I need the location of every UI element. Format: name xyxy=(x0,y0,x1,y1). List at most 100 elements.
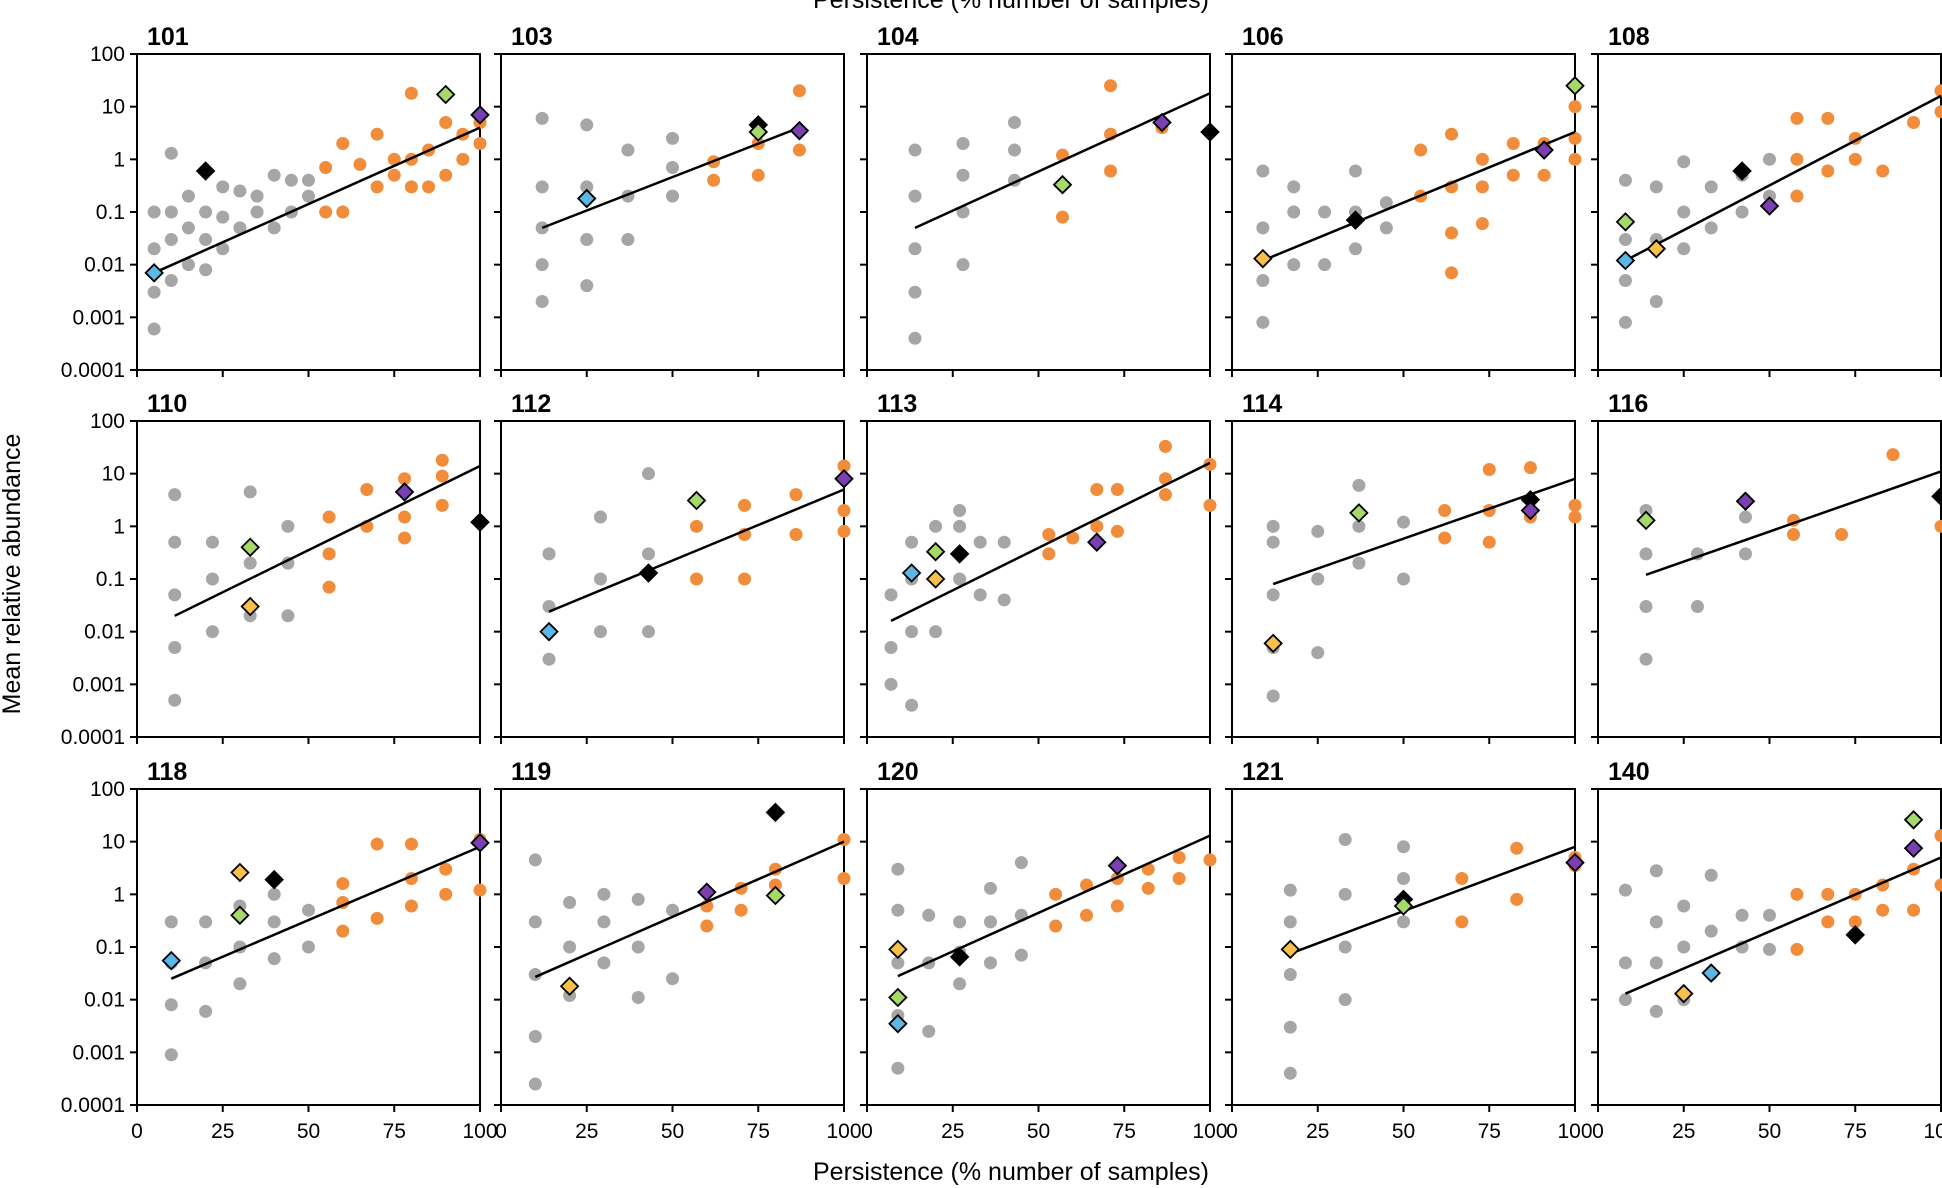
gray-point xyxy=(641,625,655,639)
orange-point xyxy=(1568,498,1582,512)
orange-point xyxy=(1438,531,1452,545)
y-tick-label: 10 xyxy=(102,463,125,486)
gray-point xyxy=(542,652,556,666)
panel-114: 114 xyxy=(1225,390,1582,744)
gray-point xyxy=(535,180,549,194)
gray-point xyxy=(164,274,178,288)
orange-point xyxy=(1934,878,1942,892)
diamond-marker-purple xyxy=(1152,112,1172,133)
y-tick-label: 0.0001 xyxy=(61,359,125,382)
gray-point xyxy=(147,322,161,336)
diamond-marker-black xyxy=(949,947,970,967)
orange-point xyxy=(690,572,704,586)
gray-point xyxy=(1014,948,1028,962)
gray-point xyxy=(621,233,635,247)
gray-point xyxy=(1618,233,1632,247)
orange-point xyxy=(370,911,384,925)
diamond-marker-purple xyxy=(394,482,415,502)
diamond-marker-green xyxy=(1903,810,1924,830)
gray-point xyxy=(1348,164,1362,178)
orange-point xyxy=(789,527,803,541)
gray-point xyxy=(1266,689,1280,703)
gray-point xyxy=(1738,547,1752,561)
x-tick-label: 0 xyxy=(861,1120,873,1143)
orange-point xyxy=(1056,210,1070,224)
gray-point xyxy=(905,625,919,639)
orange-point xyxy=(435,453,449,467)
diamond-marker-blue xyxy=(1615,250,1636,271)
fit-line xyxy=(1262,130,1576,262)
diamond-marker-purple xyxy=(470,105,490,125)
orange-point xyxy=(1568,131,1582,145)
orange-point xyxy=(1790,942,1804,956)
orange-point xyxy=(1790,152,1804,166)
diamond-marker-purple xyxy=(1107,855,1128,876)
gray-point xyxy=(1649,1004,1663,1018)
gray-point xyxy=(1283,915,1297,929)
gray-point xyxy=(1397,572,1410,586)
diamond-marker-purple xyxy=(789,120,810,141)
gray-point xyxy=(953,977,967,991)
diamond-marker-green xyxy=(1615,212,1636,232)
orange-point xyxy=(1790,887,1804,901)
orange-point xyxy=(398,531,412,545)
gray-point xyxy=(1618,993,1632,1007)
y-tick-label: 10 xyxy=(102,831,125,854)
gray-point xyxy=(1338,887,1352,901)
gray-point xyxy=(1690,600,1704,614)
gray-point xyxy=(168,641,182,655)
orange-point xyxy=(1934,519,1942,533)
gray-point xyxy=(199,205,213,219)
panel-title: 108 xyxy=(1608,23,1650,51)
orange-point xyxy=(1510,892,1524,906)
orange-point xyxy=(1414,143,1428,157)
orange-point xyxy=(1066,531,1080,545)
orange-point xyxy=(1506,136,1520,150)
gray-point xyxy=(1348,242,1362,256)
gray-point xyxy=(216,210,230,224)
diamond-marker-black xyxy=(195,161,216,181)
plot-frame xyxy=(136,420,481,738)
diamond-marker-green xyxy=(888,987,908,1008)
panel-121: 121 0 25 50 75 100 xyxy=(1225,758,1593,1143)
orange-point xyxy=(1090,483,1104,497)
gray-point xyxy=(953,503,967,517)
orange-point xyxy=(1835,527,1849,541)
gray-point xyxy=(164,146,178,160)
gray-point xyxy=(267,168,281,182)
y-tick-label: 0.1 xyxy=(96,936,125,959)
orange-point xyxy=(1568,100,1582,114)
fit-line xyxy=(153,126,481,274)
x-tick-label: 75 xyxy=(1113,1120,1136,1143)
gray-point xyxy=(973,588,987,602)
gray-point xyxy=(1763,189,1776,203)
diamond-marker-green xyxy=(1052,174,1073,195)
plot-frame xyxy=(500,788,845,1106)
gray-point xyxy=(535,258,549,272)
orange-point xyxy=(370,180,384,194)
gray-point xyxy=(181,189,195,203)
x-tick-label: 50 xyxy=(661,1120,684,1143)
gray-point xyxy=(1639,503,1653,517)
orange-point xyxy=(837,871,851,885)
orange-point xyxy=(1049,919,1063,933)
orange-point xyxy=(370,837,384,851)
orange-point xyxy=(1790,189,1804,203)
gray-point xyxy=(1397,515,1410,529)
gray-point xyxy=(528,853,542,867)
gray-point xyxy=(1639,547,1653,561)
gray-point xyxy=(922,1024,936,1038)
gray-point xyxy=(597,887,611,901)
diamond-marker-green xyxy=(240,537,260,558)
x-tick-label: 25 xyxy=(211,1120,234,1143)
orange-point xyxy=(738,572,752,586)
diamond-marker-green xyxy=(435,84,456,105)
gray-point xyxy=(597,956,611,970)
diamond-marker-yellow xyxy=(1253,248,1273,269)
orange-point xyxy=(1203,853,1217,867)
gray-point xyxy=(147,285,161,299)
panel-119: 119 0 25 50 75 100 xyxy=(494,758,862,1143)
diamond-marker-green xyxy=(230,905,250,926)
orange-point xyxy=(1876,903,1890,917)
panel-title: 101 xyxy=(147,23,189,51)
